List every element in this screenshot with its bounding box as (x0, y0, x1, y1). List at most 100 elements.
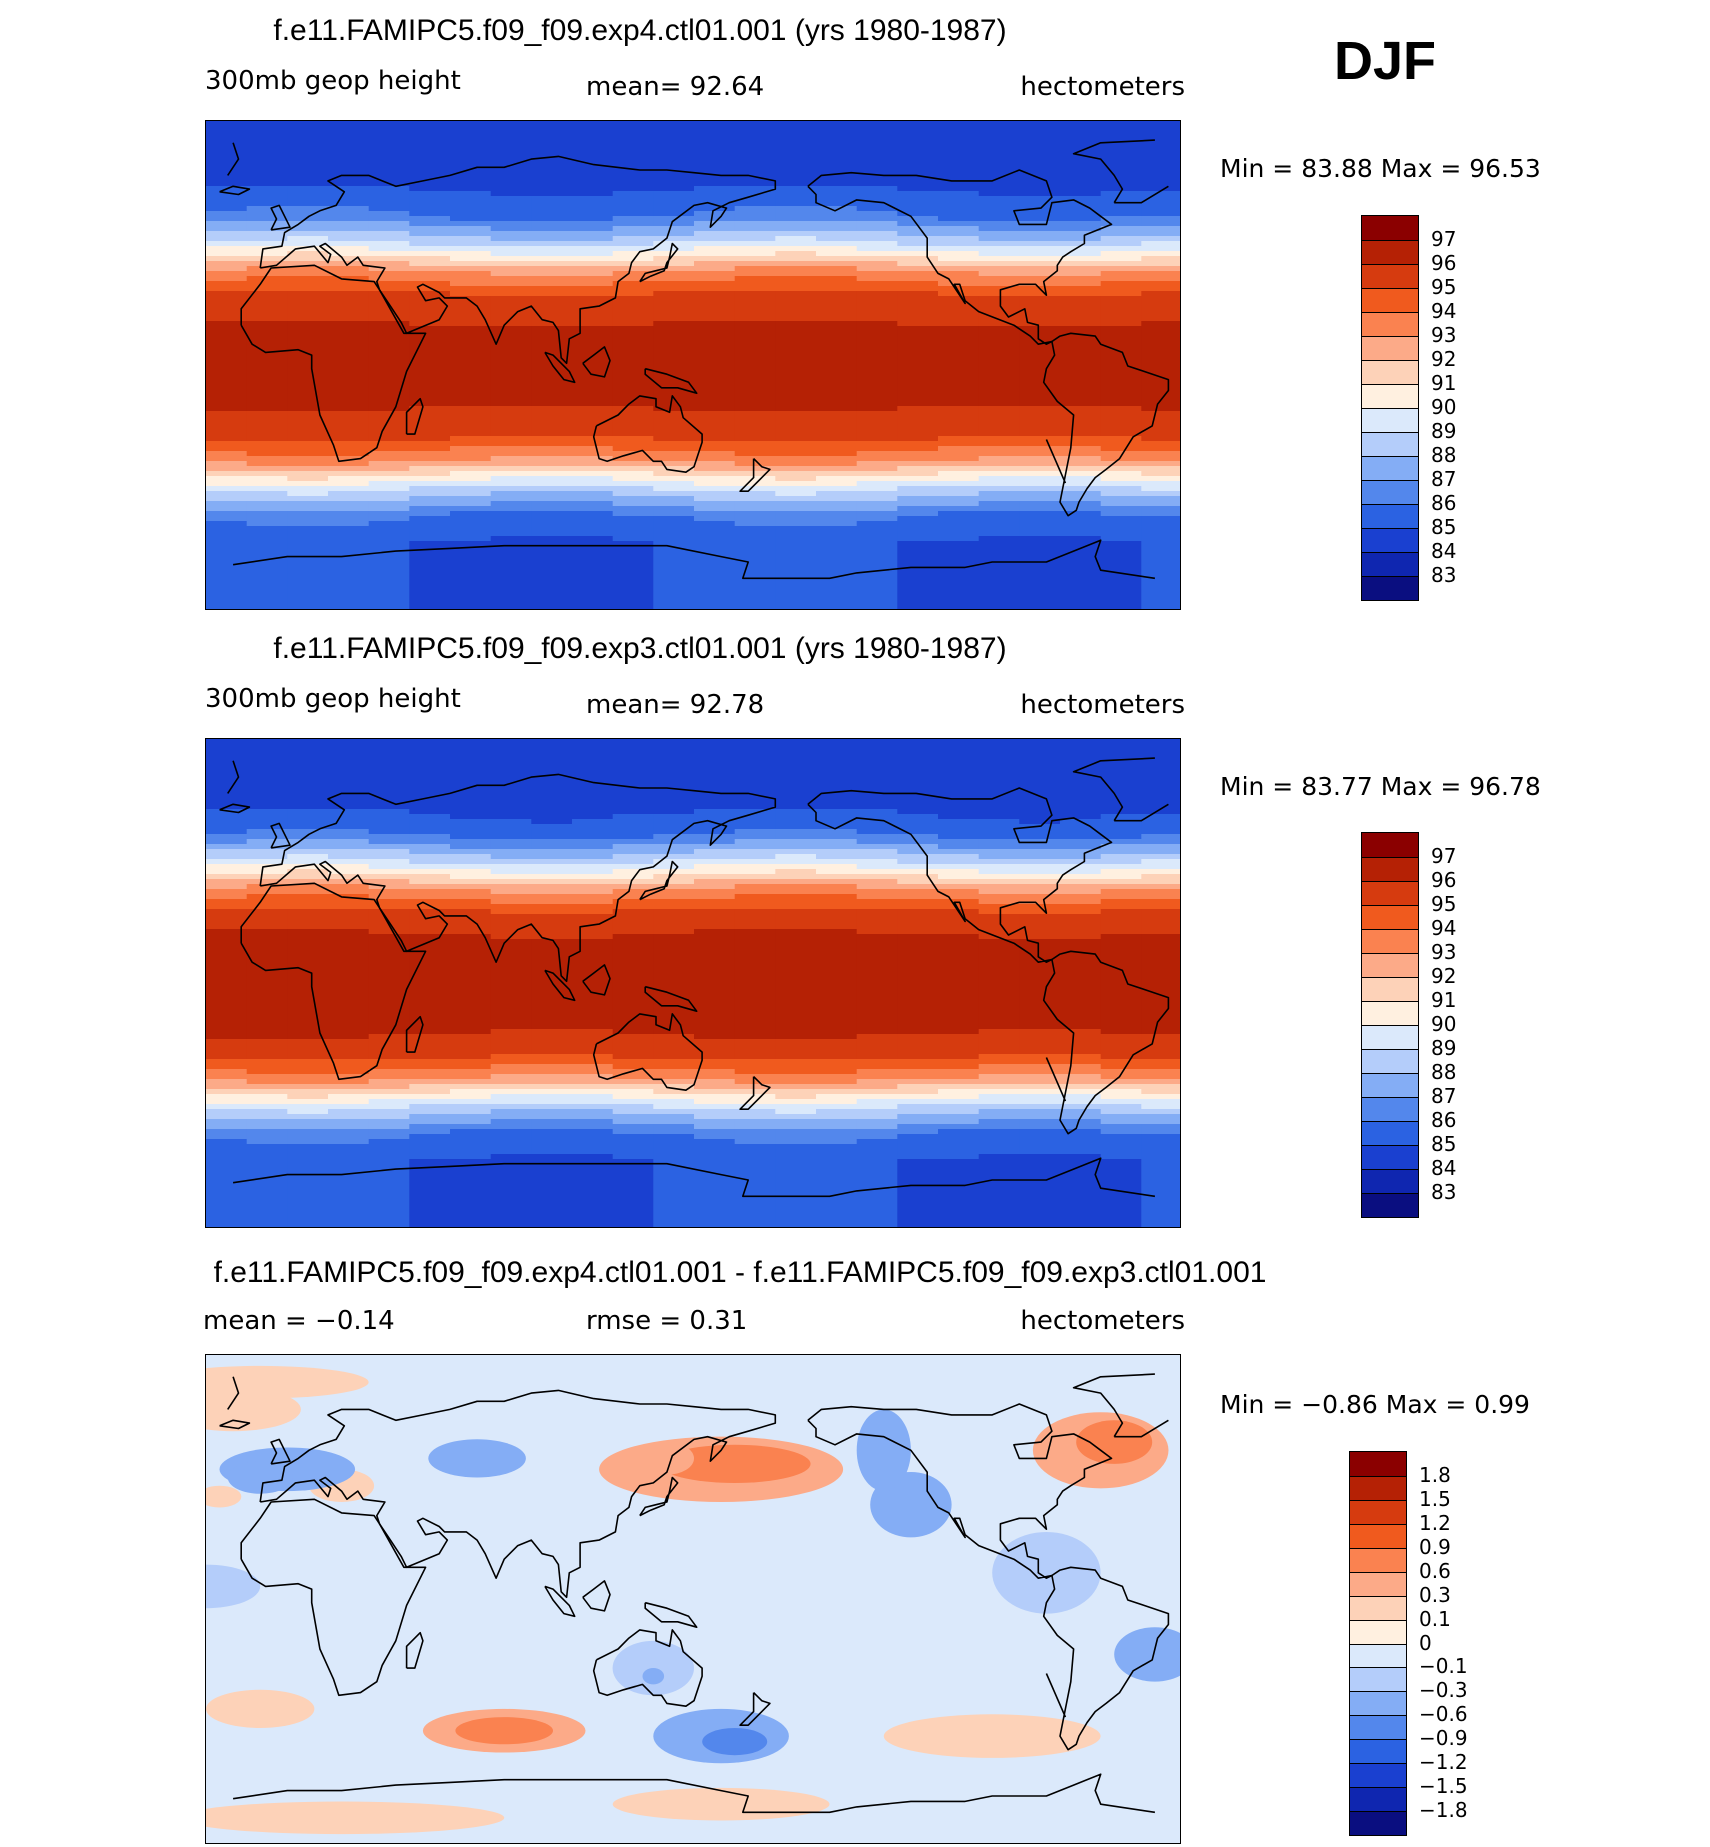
field-cell (409, 481, 451, 487)
field-cell (734, 526, 777, 532)
field-cell (246, 834, 289, 840)
field-cell (612, 1094, 655, 1100)
field-cell (531, 316, 573, 322)
field-cell (287, 151, 329, 157)
field-cell (612, 834, 655, 840)
field-cell (409, 954, 451, 960)
field-cell (612, 1039, 655, 1045)
field-cell (368, 854, 411, 860)
field-cell (653, 974, 695, 980)
field-cell (1141, 576, 1180, 582)
field-cell (409, 1109, 451, 1115)
field-cell (775, 894, 817, 900)
field-cell (694, 1194, 736, 1200)
field-cell (897, 606, 939, 609)
field-cell (653, 191, 695, 197)
field-cell (409, 889, 451, 895)
field-cell (368, 814, 411, 820)
field-cell (1060, 1129, 1102, 1135)
field-cell (246, 326, 289, 332)
field-cell (368, 436, 411, 442)
field-cell (1100, 954, 1143, 960)
field-cell (1141, 1084, 1180, 1090)
field-cell (531, 291, 573, 297)
field-cell (897, 1104, 939, 1110)
field-cell (368, 446, 411, 452)
field-cell (897, 216, 939, 222)
field-cell (1060, 889, 1102, 895)
field-cell (897, 471, 939, 477)
field-cell (572, 361, 614, 367)
field-cell (1060, 256, 1102, 262)
field-cell (1141, 506, 1180, 512)
field-cell (206, 1139, 248, 1145)
field-cell (775, 596, 817, 602)
field-cell (287, 541, 329, 547)
field-cell (450, 541, 492, 547)
field-cell (978, 759, 1021, 765)
field-cell (734, 1149, 777, 1155)
field-cell (531, 186, 573, 192)
field-cell (368, 794, 411, 800)
field-cell (450, 576, 492, 582)
field-cell (978, 596, 1021, 602)
field-cell (572, 386, 614, 392)
field-cell (734, 864, 777, 870)
field-cell (1060, 794, 1102, 800)
field-cell (694, 829, 736, 835)
field-cell (287, 1059, 329, 1065)
field-cell (490, 989, 533, 995)
field-cell (816, 909, 858, 915)
colorbar-swatch (1362, 360, 1418, 384)
field-cell (694, 934, 736, 940)
field-cell (653, 541, 695, 547)
field-cell (531, 1044, 573, 1050)
field-cell (1141, 521, 1180, 527)
field-cell (328, 789, 370, 795)
field-cell (328, 546, 370, 552)
field-cell (450, 859, 492, 865)
field-cell (856, 1139, 899, 1145)
field-cell (206, 436, 248, 442)
field-cell (978, 1014, 1021, 1020)
field-cell (368, 361, 411, 367)
field-cell (1060, 601, 1102, 607)
field-cell (856, 171, 899, 177)
colorbar-swatch (1362, 216, 1418, 240)
field-cell (653, 571, 695, 577)
field-cell (287, 506, 329, 512)
colorbar-swatch (1350, 1811, 1406, 1835)
field-cell (694, 779, 736, 785)
field-cell (694, 231, 736, 237)
field-cell (694, 576, 736, 582)
field-cell (938, 201, 980, 207)
field-cell (856, 396, 899, 402)
field-cell (816, 141, 858, 147)
field-cell (246, 1129, 289, 1135)
field-cell (816, 1129, 858, 1135)
field-cell (775, 1094, 817, 1100)
field-cell (246, 541, 289, 547)
field-cell (734, 441, 777, 447)
field-cell (572, 1124, 614, 1130)
field-cell (1019, 491, 1061, 497)
field-cell (1019, 376, 1061, 382)
field-cell (409, 834, 451, 840)
field-cell (938, 839, 980, 845)
field-cell (775, 126, 817, 132)
field-cell (856, 1124, 899, 1130)
field-cell (246, 839, 289, 845)
field-cell (368, 764, 411, 770)
field-cell (612, 296, 655, 302)
field-cell (328, 511, 370, 517)
field-cell (1100, 346, 1143, 352)
field-cell (246, 581, 289, 587)
field-cell (775, 1149, 817, 1155)
field-cell (450, 999, 492, 1005)
field-cell (856, 1214, 899, 1220)
field-cell (1060, 431, 1102, 437)
field-cell (531, 336, 573, 342)
field-cell (1100, 361, 1143, 367)
field-cell (897, 346, 939, 352)
field-cell (816, 1214, 858, 1220)
